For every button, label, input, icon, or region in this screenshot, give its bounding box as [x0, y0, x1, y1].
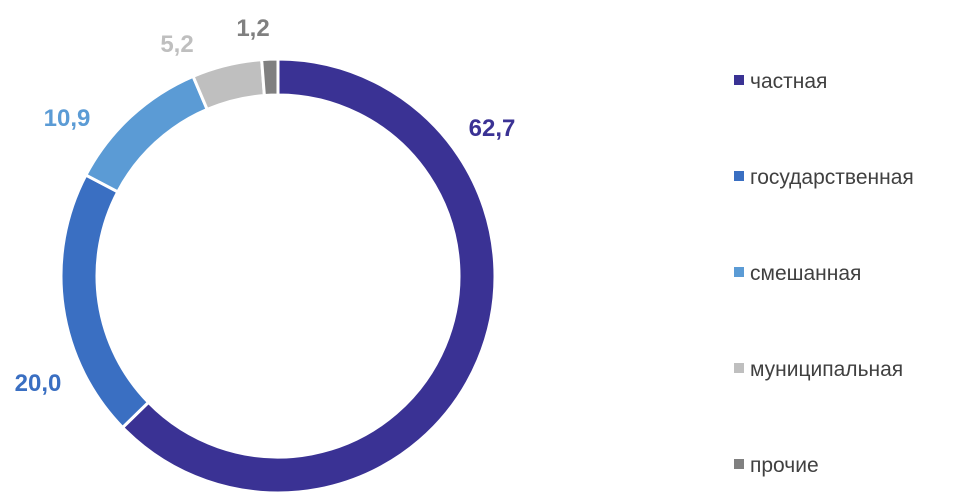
- legend-swatch-prochie: [734, 459, 744, 469]
- legend: частная государственная смешанная муниципал…: [734, 70, 914, 477]
- data-labels: 62,7 20,0 10,9 5,2 1,2: [15, 15, 516, 397]
- legend-swatch-smeshannaya: [734, 267, 744, 277]
- data-label-municipalnaya: 5,2: [160, 31, 193, 58]
- data-label-gosudarstvennaya: 20,0: [15, 370, 62, 397]
- legend-item-smeshannaya: смешанная: [734, 262, 861, 285]
- legend-label-municipalnaya: муниципальная: [750, 358, 903, 381]
- data-label-chastnaya: 62,7: [469, 115, 516, 142]
- legend-label-prochie: прочие: [750, 454, 819, 477]
- legend-swatch-municipalnaya: [734, 363, 744, 373]
- legend-label-smeshannaya: смешанная: [750, 262, 861, 285]
- legend-label-gosudarstvennaya: государственная: [750, 166, 914, 189]
- slice-prochie: [260, 57, 280, 98]
- legend-item-chastnaya: частная: [734, 70, 827, 93]
- legend-swatch-chastnaya: [734, 75, 744, 85]
- slice-municipalnaya: [191, 58, 266, 112]
- data-label-prochie: 1,2: [236, 15, 269, 42]
- legend-item-municipalnaya: муниципальная: [734, 358, 903, 381]
- donut-slices: [59, 57, 497, 495]
- data-label-smeshannaya: 10,9: [44, 105, 91, 132]
- legend-swatch-gosudarstvennaya: [734, 171, 744, 181]
- slice-smeshannaya: [83, 74, 210, 194]
- slice-gosudarstvennaya: [59, 173, 151, 430]
- legend-item-prochie: прочие: [734, 454, 819, 477]
- slice-chastnaya: [120, 57, 497, 495]
- legend-item-gosudarstvennaya: государственная: [734, 166, 914, 189]
- legend-label-chastnaya: частная: [750, 70, 827, 93]
